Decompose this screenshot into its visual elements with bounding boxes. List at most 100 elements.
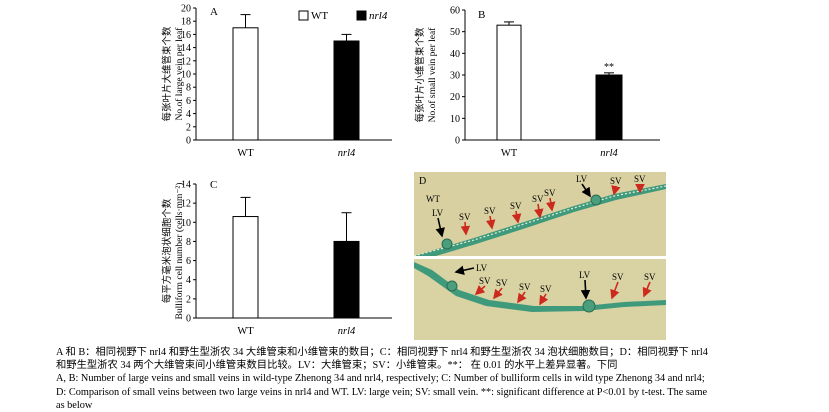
panel-b-y-tick-label: 40 xyxy=(450,49,460,60)
panel-a-y-tick-label: 4 xyxy=(186,109,191,120)
panel-a-y-tick-label: 20 xyxy=(181,4,191,15)
legend-label-nrl4: nrl4 xyxy=(369,10,388,22)
micrograph-top-label-sv: SV xyxy=(610,176,622,186)
micrograph-bottom-label-sv: SV xyxy=(540,284,552,294)
panel-a-y-tick-label: 18 xyxy=(181,17,191,28)
panel-c-y-tick-label: 14 xyxy=(181,180,191,191)
panel-a-chart: 0 2 4 6 8 10 12 14 16 18 20 WT nrl4 A 每张叶片大维管束个数 No.of … xyxy=(0,0,410,170)
panel-b-y-tick-label: 60 xyxy=(450,6,460,17)
large-vein-top-1 xyxy=(441,238,453,250)
panel-b-bar-wt xyxy=(496,24,522,141)
micrograph-bottom-arrow-sv xyxy=(610,281,620,300)
panel-b-y-tick-label: 0 xyxy=(455,136,460,147)
panel-a-y-tick-label: 12 xyxy=(181,56,191,67)
panel-a-y-tick-label: 2 xyxy=(186,122,191,133)
micrograph-top-label-lv: LV xyxy=(432,208,444,218)
panel-c-y-label-en: Bulliform cell number (cells·mm⁻²) xyxy=(174,183,185,320)
micrograph-top-arrow-sv xyxy=(460,221,471,236)
legend-label-wt: WT xyxy=(311,10,328,22)
micrograph-letter: D xyxy=(419,176,426,187)
panel-c-y-tick-label: 6 xyxy=(186,256,191,267)
panel-c-y-tick-label: 12 xyxy=(181,199,191,210)
micrograph-bottom-label-lv: LV xyxy=(579,270,591,280)
micrograph-top-arrow-sv xyxy=(485,215,496,230)
panel-c-svg: 0 2 4 6 8 10 12 14 WT nrl4 C 每平方毫米泡状细胞个数 Bulliform c… xyxy=(161,179,392,337)
micrograph-top-arrow-lv xyxy=(435,217,445,238)
panel-c-y-tick-label: 8 xyxy=(186,237,191,248)
panel-c-y-tick-label: 2 xyxy=(186,294,191,305)
micrograph-top-label-sv: SV xyxy=(634,174,646,184)
leaf-tissue-top xyxy=(414,184,666,256)
micrograph-bottom-label-sv: SV xyxy=(496,278,508,288)
panel-a-bar-nrl4 xyxy=(333,40,360,141)
panel-b-letter: B xyxy=(478,9,485,21)
panel-c-y-label-cn: 每平方毫米泡状细胞个数 xyxy=(161,198,173,303)
micrograph-panel-d: D WT LV SV SV SV SV SV LV SV SV LV SV SV SV SV LV SV SV xyxy=(414,172,666,340)
panel-a-y-tick-label: 10 xyxy=(181,70,191,81)
panel-b-y-tick-label: 10 xyxy=(450,114,460,125)
micrograph-top-arrow-sv xyxy=(511,210,522,224)
panel-b-svg: 0 10 20 30 40 50 60 WT nrl4 ** B 每张叶片小维管束个数 No.of sm… xyxy=(414,6,660,159)
micrograph-bottom-label-sv: SV xyxy=(519,282,531,292)
caption-en-line-3: as below xyxy=(56,399,93,411)
caption-cn-line-2: 和野生型浙农 34 两个大维管束间小维管束数目比较。LV：大维管束；SV：小维管… xyxy=(56,360,618,372)
micrograph-bottom-arrow-lv xyxy=(454,265,475,275)
micrograph-bottom-arrow-sv xyxy=(493,287,503,300)
leaf-tissue-bottom xyxy=(414,262,666,312)
panel-a-y-label-en: No.of large vein per leaf xyxy=(174,27,185,121)
panel-b-y-tick-label: 20 xyxy=(450,92,460,103)
micrograph-top-arrow-lv xyxy=(581,183,591,198)
panel-a-y-tick-label: 6 xyxy=(186,96,191,107)
panel-a-y-tick-label: 16 xyxy=(181,30,191,41)
micrograph-top-label-lv: LV xyxy=(576,174,588,184)
panel-a-y-tick-label: 0 xyxy=(186,136,191,147)
panel-a-category-label: WT xyxy=(237,148,254,159)
micrograph-top-label-sv: SV xyxy=(510,201,522,211)
panel-b-bar-nrl4 xyxy=(595,74,623,141)
micrograph-top-arrow-sv xyxy=(534,203,544,219)
panel-a-y-label-group: 每张叶片大维管束个数 No.of large vein per leaf xyxy=(161,26,185,122)
large-vein-bottom-2 xyxy=(582,299,596,313)
panel-a-category-label: nrl4 xyxy=(338,148,356,159)
large-vein-bottom-1 xyxy=(446,280,458,292)
panel-b-y-tick-label: 30 xyxy=(450,71,460,82)
panel-c-y-tick-label: 0 xyxy=(186,314,191,325)
panel-a-svg: 0 2 4 6 8 10 12 14 16 18 20 WT nrl4 A 每张叶片大维管束个数 No.of … xyxy=(161,4,392,159)
micrograph-top-label-sv: SV xyxy=(459,212,471,222)
figure-caption: A 和 B：相同视野下 nrl4 和野生型浙农 34 大维管束和小维管束的数目；… xyxy=(56,346,816,412)
caption-en-line-1: A, B: Number of large veins and small ve… xyxy=(56,373,705,385)
micrograph-bottom-arrow-sv xyxy=(474,285,486,296)
micrograph-bottom-label-lv: LV xyxy=(476,263,488,273)
panel-b-y-label-en: No.of small vein per leaf xyxy=(427,27,438,123)
legend-swatch-nrl4 xyxy=(356,10,367,21)
panel-b-chart: 0 10 20 30 40 50 60 WT nrl4 ** B 每张叶片小维管束个数 No.of sm… xyxy=(0,0,829,170)
panel-a-letter: A xyxy=(210,6,218,18)
panel-c-y-label-group: 每平方毫米泡状细胞个数 Bulliform cell number (cells·… xyxy=(161,183,185,320)
panel-c-y-tick-label: 10 xyxy=(181,218,191,229)
micrograph-bottom-arrow-sv xyxy=(517,291,527,304)
panel-b-y-label-cn: 每张叶片小维管束个数 xyxy=(414,27,426,123)
epidermis-top xyxy=(414,185,666,257)
micrograph-top-arrow-sv xyxy=(545,197,556,212)
panel-c-category-label: WT xyxy=(237,326,254,337)
panel-b-y-label-group: 每张叶片小维管束个数 No.of small vein per leaf xyxy=(414,27,438,123)
micrograph-bottom-arrow-lv xyxy=(580,279,591,300)
caption-en-line-2: D: Comparison of small veins between two… xyxy=(56,386,708,398)
micrograph-bottom-label-sv: SV xyxy=(612,272,624,282)
micrograph-top-arrow-sv xyxy=(611,185,621,196)
panel-c-chart: 0 2 4 6 8 10 12 14 WT nrl4 C 每平方毫米泡状细胞个数 Bulliform c… xyxy=(0,170,410,345)
micrograph-bottom-background xyxy=(414,259,666,340)
micrograph-top-label-sv: SV xyxy=(484,206,496,216)
legend-swatch-wt xyxy=(298,10,309,21)
panel-a-y-tick-label: 8 xyxy=(186,83,191,94)
panel-b-y-tick-label: 50 xyxy=(450,27,460,38)
large-vein-top-2 xyxy=(590,194,602,206)
panel-b-category-label: nrl4 xyxy=(600,148,618,159)
panel-b-category-label: WT xyxy=(501,148,518,159)
micrograph-bottom-arrow-sv xyxy=(642,281,652,298)
panel-c-bar-wt xyxy=(232,216,259,319)
micrograph-top-label-wt: WT xyxy=(426,194,440,204)
panel-a-y-label-cn: 每张叶片大维管束个数 xyxy=(161,26,173,122)
micrograph-top-label-sv: SV xyxy=(532,194,544,204)
